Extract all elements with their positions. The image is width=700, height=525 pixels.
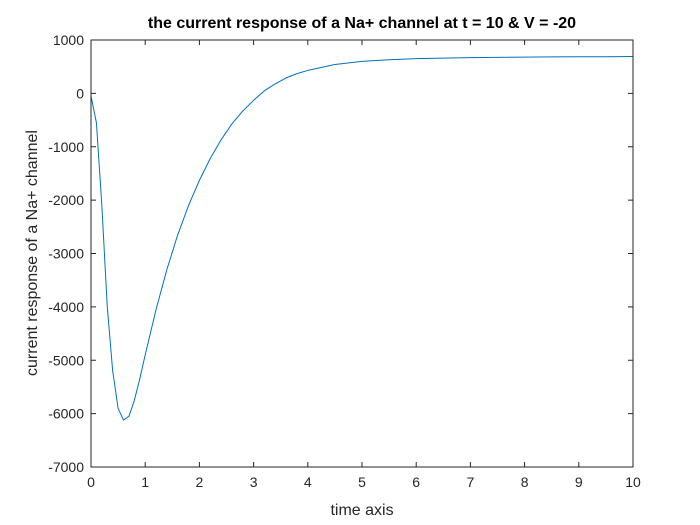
series-layer xyxy=(90,56,634,421)
y-tick-label: -2000 xyxy=(48,192,84,208)
x-tick-label: 3 xyxy=(250,474,258,490)
x-tick-label: 4 xyxy=(304,474,312,490)
axes-box xyxy=(90,39,634,468)
y-tick-label: -5000 xyxy=(48,352,84,368)
x-tick-label: 6 xyxy=(412,474,420,490)
y-tick-label: -7000 xyxy=(48,459,84,475)
y-axis-label: current response of a Na+ channel xyxy=(24,130,41,376)
x-tick-label: 0 xyxy=(87,474,95,490)
chart-title: the current response of a Na+ channel at… xyxy=(148,15,576,32)
y-tick-label: 0 xyxy=(76,85,84,101)
y-tick-label: 1000 xyxy=(53,32,84,48)
x-tick-label: 10 xyxy=(625,474,641,490)
y-tick-label: -4000 xyxy=(48,299,84,315)
y-tick-label: -1000 xyxy=(48,139,84,155)
x-tick-label: 5 xyxy=(358,474,366,490)
x-tick-label: 1 xyxy=(141,474,149,490)
x-tick-label: 2 xyxy=(196,474,204,490)
y-tick-label: -3000 xyxy=(48,246,84,262)
y-tick-label: -6000 xyxy=(48,406,84,422)
x-tick-label: 7 xyxy=(467,474,475,490)
x-axis-label: time axis xyxy=(330,502,393,519)
x-tick-label: 8 xyxy=(521,474,529,490)
plot-area xyxy=(91,40,633,467)
series-line-1 xyxy=(90,56,634,421)
x-tick-label: 9 xyxy=(575,474,583,490)
tick-labels: 0 1 2 3 4 5 6 7 8 9 10 -7000 -6000 -5000 -4000 -3000 -20… xyxy=(48,32,641,490)
